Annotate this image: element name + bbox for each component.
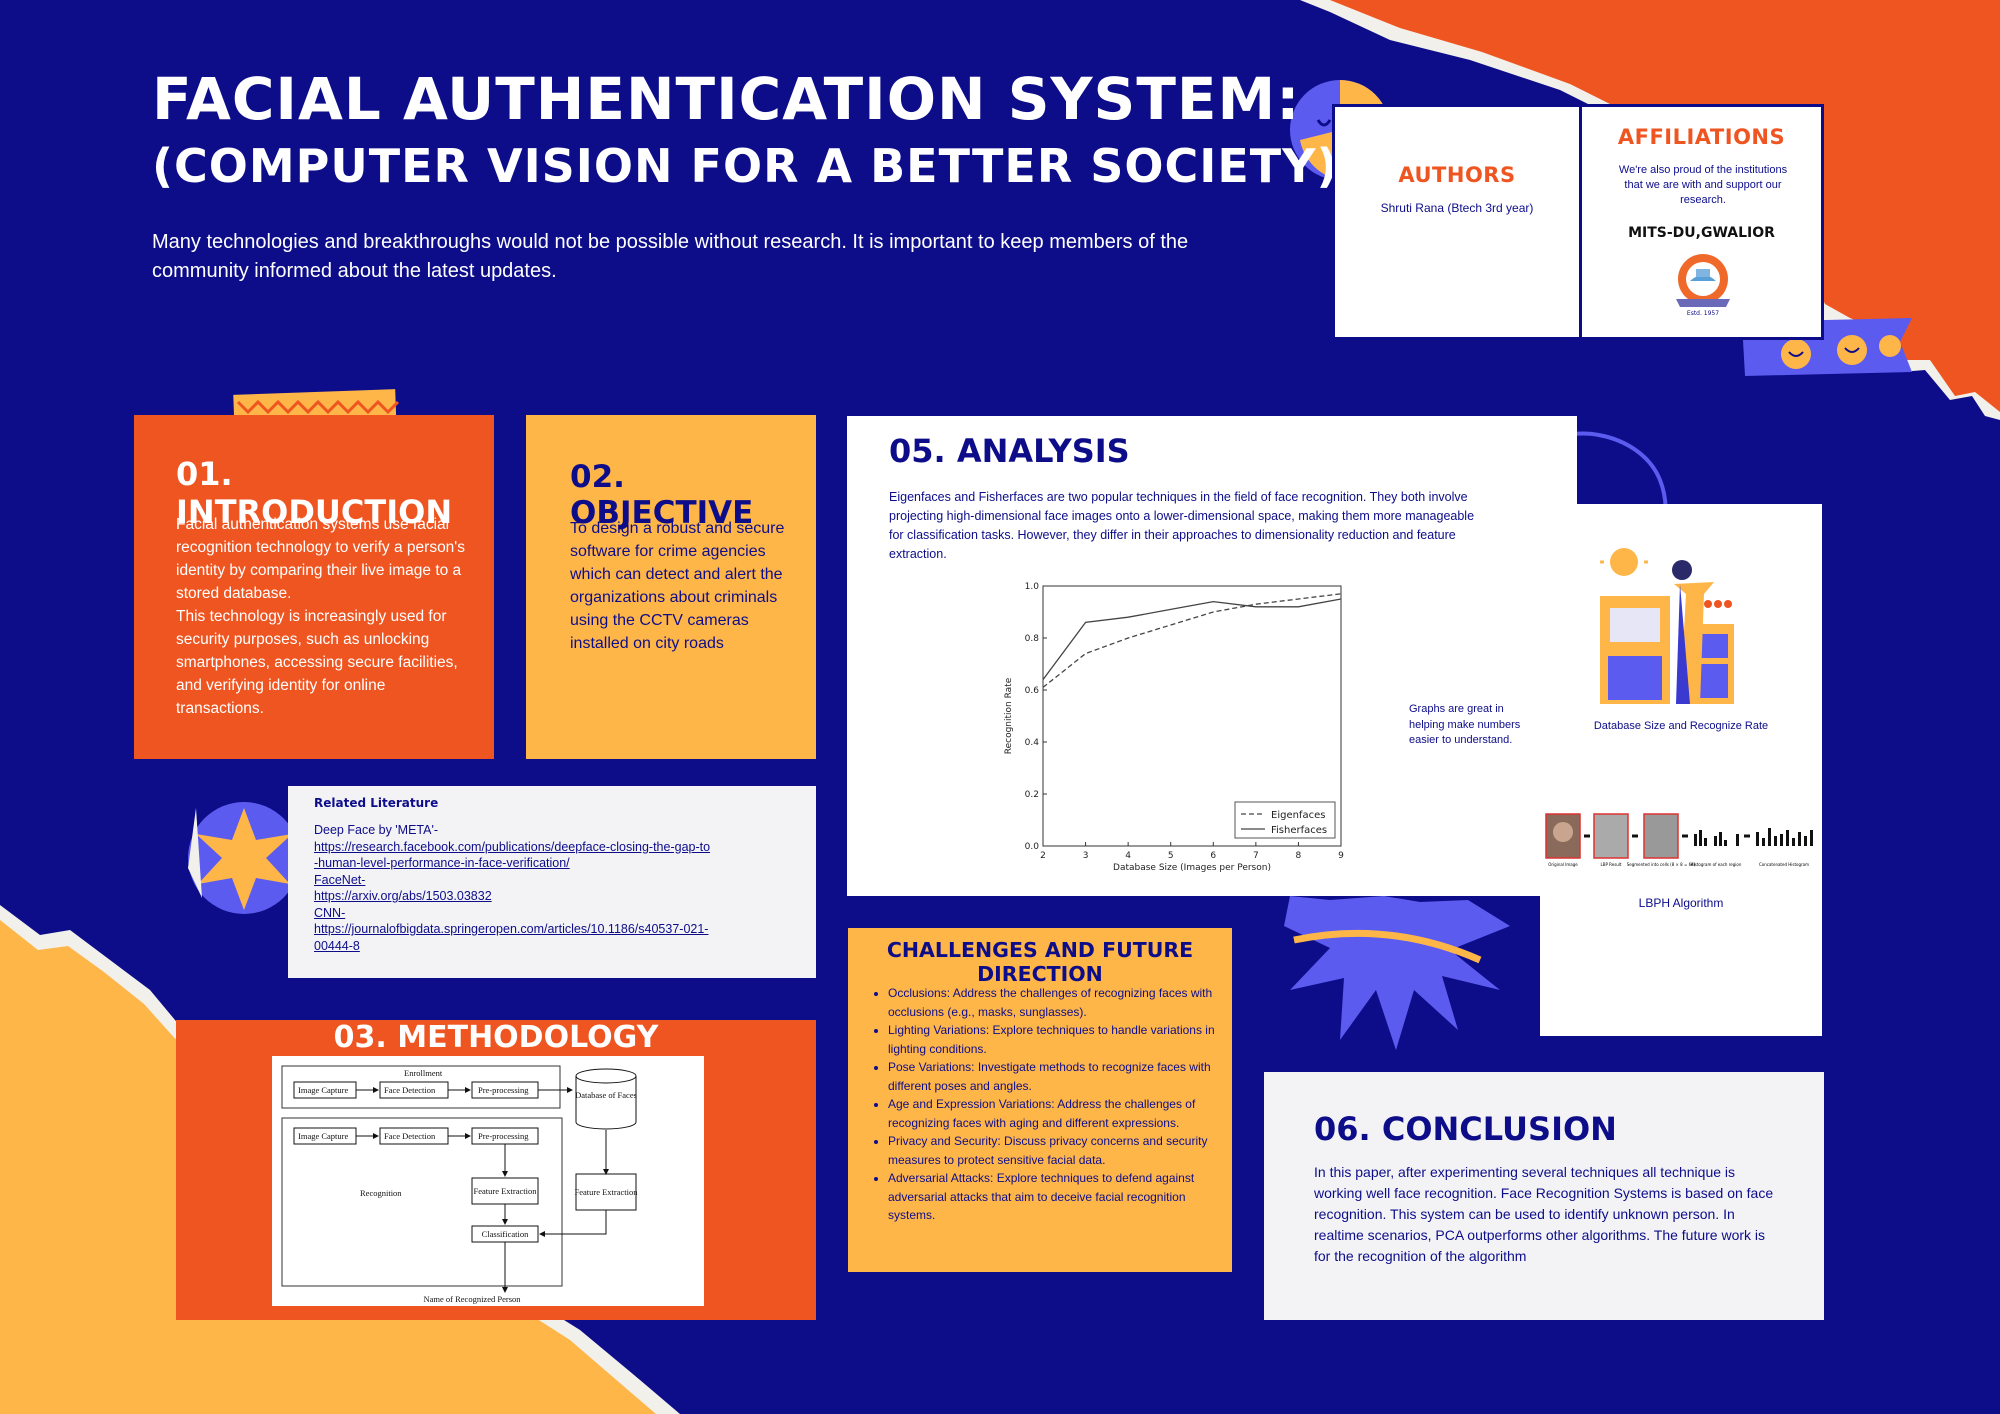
literature-link-cnn[interactable]: https://journalofbigdata.springeropen.co… — [314, 922, 709, 953]
analysis-heading: 05. ANALYSIS — [889, 432, 1130, 470]
related-literature-card: Related Literature Deep Face by 'META'- … — [288, 786, 816, 978]
legend-label: Eigenfaces — [1271, 810, 1325, 821]
poster-subtitle: (COMPUTER VISION FOR A BETTER SOCIETY) — [152, 139, 1339, 193]
affiliations-column: AFFILIATIONS We're also proud of the ins… — [1579, 107, 1821, 337]
poster-title: FACIAL AUTHENTICATION SYSTEM: — [152, 65, 1301, 133]
diagram-enrollment-label: Enrollment — [404, 1068, 443, 1078]
objective-heading: 02. OBJECTIVE — [570, 459, 754, 531]
institution-logo-icon: Estd. 1957 — [1676, 254, 1730, 317]
diagram-face-detection: Face Detection — [384, 1085, 436, 1095]
starburst-decoration — [1284, 896, 1510, 1050]
literature-item-label: CNN- — [314, 905, 346, 920]
x-tick-label: 4 — [1125, 851, 1131, 861]
challenge-item: Pose Variations: Investigate methods to … — [888, 1058, 1222, 1095]
poster-lead: Many technologies and breakthroughs woul… — [152, 231, 1189, 282]
diagram-recognition-label: Recognition — [360, 1188, 402, 1198]
y-tick-label: 0.6 — [1025, 686, 1040, 696]
x-tick-label: 8 — [1296, 851, 1302, 861]
star-sticker-icon — [188, 802, 300, 914]
methodology-card: 03. METHODOLOGY Enrollment Image Capture… — [176, 1020, 816, 1320]
authors-column: AUTHORS Shruti Rana (Btech 3rd year) — [1335, 107, 1579, 337]
introduction-body: Facial authentication systems use facial… — [176, 516, 466, 717]
challenge-item: Age and Expression Variations: Address t… — [888, 1095, 1222, 1132]
scientist-illustration — [1600, 548, 1734, 704]
challenges-card: CHALLENGES AND FUTURE DIRECTION Occlusio… — [848, 928, 1232, 1272]
svg-text:LBP Result: LBP Result — [1600, 862, 1621, 867]
svg-text:Concatenated Histogram: Concatenated Histogram — [1759, 862, 1809, 867]
authors-heading: AUTHORS — [1398, 163, 1516, 187]
illustration-card: Database Size and Recognize Rate Origina… — [1540, 504, 1822, 1036]
analysis-card: 05. ANALYSIS Eigenfaces and Fisherfaces … — [847, 416, 1577, 896]
x-tick-label: 2 — [1040, 851, 1046, 861]
lbph-pipeline-figure: Original Image LBP Result Segmented into… — [1545, 813, 1813, 867]
analysis-body: Eigenfaces and Fisherfaces are two popul… — [889, 490, 1475, 561]
introduction-card: 01. INTRODUCTION Facial authentication s… — [134, 415, 494, 759]
analysis-note: Graphs are great in helping make numbers… — [1409, 703, 1521, 746]
diagram-classification: Classification — [482, 1229, 529, 1239]
x-tick-label: 3 — [1083, 851, 1089, 861]
diagram-preprocessing: Pre-processing — [478, 1085, 529, 1095]
diagram-feature-extraction: Feature Extraction — [473, 1186, 537, 1196]
legend-label: Fisherfaces — [1271, 825, 1327, 836]
svg-text:Histogram of each region: Histogram of each region — [1691, 862, 1742, 867]
literature-link-facenet[interactable]: https://arxiv.org/abs/1503.03832 — [314, 889, 492, 903]
svg-text:Original Image: Original Image — [1548, 862, 1578, 867]
orange-shape-top-right — [1330, 0, 2000, 412]
affiliations-text: We're also proud of the institutions tha… — [1618, 164, 1788, 206]
svg-text:Segmented into cells (8 × 8 =: Segmented into cells (8 × 8 = 64) — [1627, 862, 1696, 867]
literature-link-deepface[interactable]: https://research.facebook.com/publicatio… — [314, 839, 711, 871]
conclusion-body: In this paper, after experimenting sever… — [1314, 1164, 1774, 1264]
literature-list: Deep Face by 'META'- https://research.fa… — [314, 822, 714, 954]
svg-text:Pre-processing: Pre-processing — [478, 1131, 529, 1141]
svg-text:Face Detection: Face Detection — [384, 1131, 436, 1141]
objective-card: 02. OBJECTIVE To design a robust and sec… — [526, 415, 816, 759]
y-tick-label: 1.0 — [1025, 582, 1040, 592]
authors-affiliations-box: AUTHORS Shruti Rana (Btech 3rd year) AFF… — [1332, 104, 1824, 340]
literature-item-label: FaceNet- — [314, 872, 366, 887]
y-axis-label: Recognition Rate — [1004, 677, 1014, 754]
challenge-item: Adversarial Attacks: Explore techniques … — [888, 1169, 1222, 1225]
y-tick-label: 0.4 — [1025, 738, 1040, 748]
methodology-heading: 03. METHODOLOGY — [333, 1020, 659, 1055]
lbph-caption: LBPH Algorithm — [1638, 896, 1724, 910]
chart-legend — [1234, 801, 1336, 839]
challenge-item: Privacy and Security: Discuss privacy co… — [888, 1132, 1222, 1169]
affiliations-heading: AFFILIATIONS — [1617, 125, 1786, 149]
institution-name: MITS-DU,GWALIOR — [1628, 225, 1775, 241]
challenge-item: Occlusions: Address the challenges of re… — [888, 984, 1222, 1021]
recognition-rate-chart: 0.0 0.2 0.4 0.6 0.8 1.0 2 3 4 5 6 7 8 9 Database Size … — [1004, 582, 1344, 873]
series-line-fisherfaces — [1042, 598, 1342, 680]
challenges-heading: CHALLENGES AND FUTURE DIRECTION — [886, 938, 1194, 986]
svg-text:Estd. 1957: Estd. 1957 — [1687, 310, 1719, 317]
diagram-image-capture: Image Capture — [298, 1085, 348, 1095]
chart-plot-area — [1042, 585, 1342, 847]
challenge-item: Lighting Variations: Explore techniques … — [888, 1021, 1222, 1058]
methodology-diagram: Enrollment Image Capture Face Detection … — [272, 1056, 704, 1306]
conclusion-heading: 06. CONCLUSION — [1314, 1110, 1617, 1148]
x-tick-label: 6 — [1210, 851, 1216, 861]
x-tick-label: 5 — [1168, 851, 1174, 861]
diagram-name-output: Name of Recognized Person — [423, 1294, 521, 1304]
conclusion-card: 06. CONCLUSION In this paper, after expe… — [1264, 1072, 1824, 1320]
y-tick-label: 0.2 — [1025, 790, 1039, 800]
illustration-caption: Database Size and Recognize Rate — [1593, 720, 1769, 732]
svg-text:Image Capture: Image Capture — [298, 1131, 348, 1141]
diagram-database: Database of Faces — [575, 1090, 637, 1100]
literature-item-label: Deep Face by 'META'- — [314, 823, 439, 837]
series-line-eigenfaces — [1042, 593, 1342, 688]
x-axis-label: Database Size (Images per Person) — [1113, 863, 1271, 873]
svg-text:Feature Extraction: Feature Extraction — [574, 1187, 638, 1197]
y-tick-label: 0.8 — [1025, 634, 1040, 644]
y-tick-label: 0.0 — [1025, 842, 1040, 852]
introduction-heading: 01. INTRODUCTION — [176, 455, 453, 531]
author-name: Shruti Rana (Btech 3rd year) — [1380, 201, 1534, 215]
x-tick-label: 9 — [1338, 851, 1344, 861]
literature-heading: Related Literature — [314, 796, 439, 810]
objective-body: To design a robust and secure software f… — [570, 520, 785, 652]
x-tick-label: 7 — [1253, 851, 1259, 861]
challenges-list: Occlusions: Address the challenges of re… — [872, 984, 1222, 1225]
